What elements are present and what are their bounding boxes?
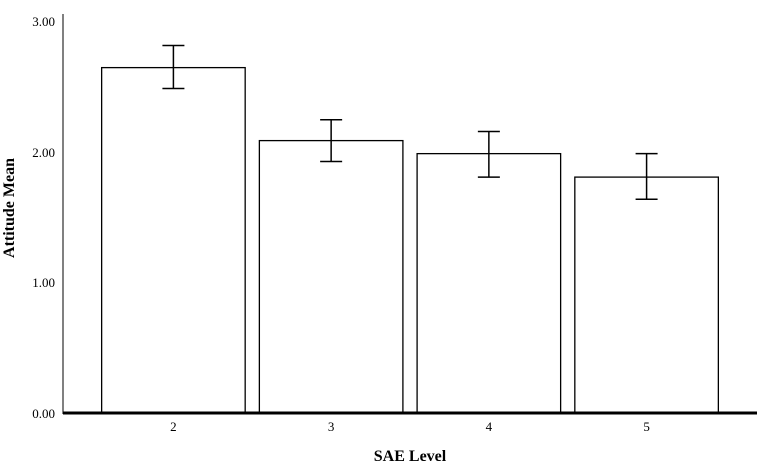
bar-level-2 <box>100 66 246 414</box>
y-tick-label: 1.00 <box>32 275 55 290</box>
y-tick-label: 2.00 <box>32 145 55 160</box>
error-bar-level-2 <box>162 44 185 90</box>
x-axis-title: SAE Level <box>374 448 447 465</box>
y-tick-label: 3.00 <box>32 14 55 29</box>
bar-level-4 <box>416 152 562 414</box>
bar-level-5 <box>574 176 720 414</box>
x-tick-label: 2 <box>170 419 177 434</box>
x-tick-label: 3 <box>328 419 335 434</box>
x-tick-labels-group: 2 3 4 5 <box>170 419 650 434</box>
y-tick-label: 0.00 <box>32 406 55 421</box>
y-axis-title: Attitude Mean <box>1 158 18 258</box>
x-tick-label: 4 <box>486 419 493 434</box>
error-bars-group <box>162 44 658 201</box>
x-tick-label: 5 <box>643 419 650 434</box>
error-bar-level-5 <box>635 152 658 201</box>
bar-level-3 <box>258 139 404 414</box>
error-bar-level-4 <box>477 130 500 178</box>
error-bar-level-3 <box>320 119 343 163</box>
bars-group <box>100 66 720 414</box>
y-axis: 0.00 1.00 2.00 3.00 Attitude Mean <box>1 14 64 421</box>
